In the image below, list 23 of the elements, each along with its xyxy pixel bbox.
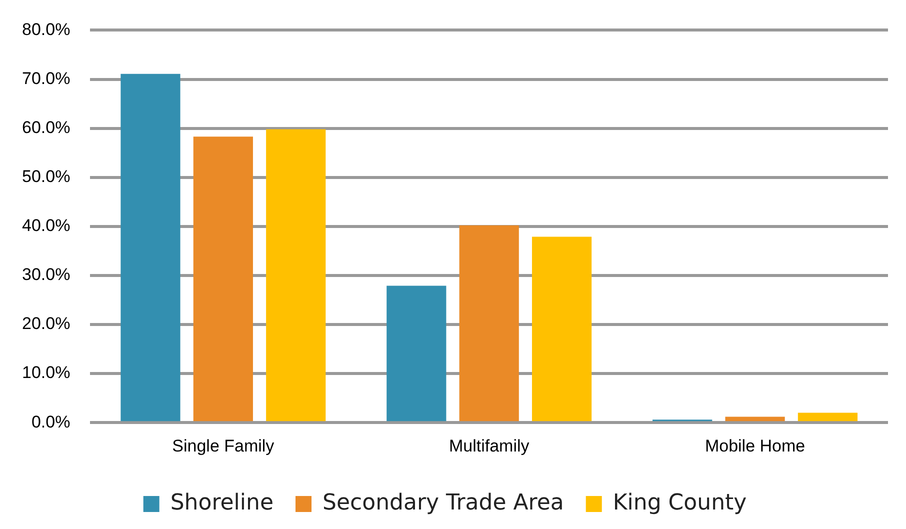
y-tick-label: 40.0% — [22, 216, 70, 236]
legend-label: Secondary Trade Area — [322, 490, 564, 516]
y-tick-label: 10.0% — [22, 363, 70, 382]
x-tick-label: Mobile Home — [704, 436, 806, 456]
y-tick-label: 80.0% — [22, 20, 70, 39]
x-tick-label: Single Family — [172, 436, 275, 456]
y-tick-label: 0.0% — [31, 412, 70, 432]
y-tick-label: 20.0% — [22, 314, 70, 334]
legend-label: Shoreline — [170, 490, 274, 516]
legend-label: King County — [612, 490, 747, 516]
y-tick-label: 60.0% — [22, 118, 70, 137]
y-tick-label: 30.0% — [22, 265, 70, 284]
bar — [193, 136, 253, 422]
x-tick-label: Multifamily — [448, 436, 530, 456]
y-tick-label: 50.0% — [22, 167, 70, 186]
bar — [459, 225, 519, 422]
bar — [386, 286, 446, 422]
y-tick-label: 70.0% — [22, 68, 70, 88]
bar — [120, 74, 180, 422]
bar — [532, 236, 592, 422]
bar — [725, 416, 785, 422]
bar — [798, 412, 858, 422]
bar — [266, 129, 326, 422]
